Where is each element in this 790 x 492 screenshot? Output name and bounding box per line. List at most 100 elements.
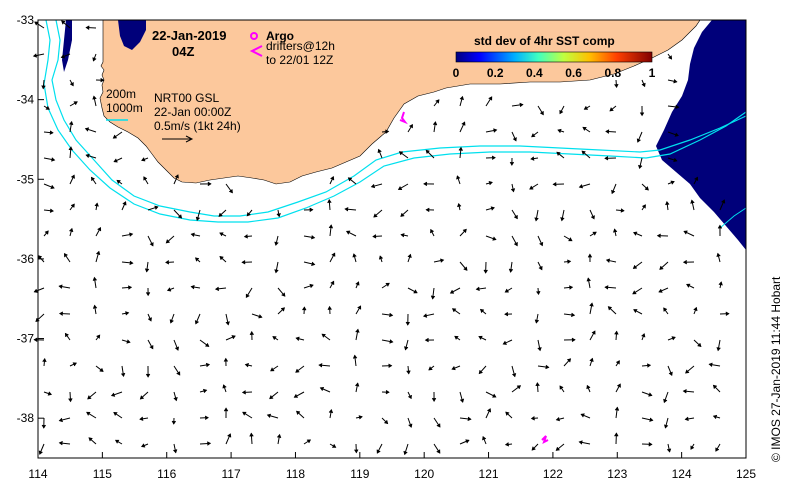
drifter-track-1 — [399, 111, 408, 125]
current-arrow — [425, 207, 435, 212]
current-arrow — [381, 339, 394, 344]
y-tick-label: -35 — [17, 172, 35, 186]
current-arrow — [589, 357, 594, 367]
current-arrow — [303, 207, 314, 212]
colorbar-tick-label: 0.8 — [604, 66, 621, 80]
current-arrow — [33, 337, 45, 342]
current-arrow — [563, 285, 574, 290]
sst-patch-northwest — [118, 20, 146, 50]
current-arrow — [581, 150, 591, 159]
current-arrow — [485, 391, 497, 398]
current-arrow — [38, 443, 45, 455]
current-arrow — [199, 415, 209, 420]
current-arrow — [586, 277, 591, 289]
current-arrow — [277, 307, 285, 315]
current-arrow — [632, 287, 643, 295]
current-arrow — [165, 260, 175, 265]
current-arrow — [327, 199, 332, 211]
current-arrow — [87, 391, 97, 400]
current-arrow — [272, 336, 279, 341]
current-arrow — [321, 333, 331, 341]
current-arrow — [404, 339, 409, 351]
current-arrow — [578, 183, 591, 189]
current-arrow — [605, 258, 617, 263]
current-arrow — [296, 410, 305, 419]
current-arrow — [459, 261, 468, 271]
current-arrow — [69, 120, 74, 133]
current-arrow — [667, 180, 675, 185]
current-arrow — [403, 443, 409, 456]
current-arrow — [529, 183, 539, 190]
current-arrow — [329, 176, 335, 185]
current-arrow — [607, 306, 617, 315]
current-arrow — [530, 156, 539, 161]
current-arrow — [537, 235, 544, 247]
current-arrow — [563, 337, 576, 343]
current-arrow — [110, 391, 123, 397]
current-arrow — [121, 339, 131, 344]
current-arrow — [345, 230, 357, 237]
current-arrow — [69, 227, 74, 237]
current-arrow — [683, 230, 695, 237]
scale-arrow-head — [185, 135, 194, 143]
current-arrow — [381, 129, 390, 134]
current-arrow — [32, 53, 45, 58]
current-arrow — [433, 417, 441, 428]
current-arrow — [641, 79, 646, 88]
current-arrow — [424, 337, 435, 343]
current-arrow — [459, 228, 467, 237]
current-arrow — [667, 104, 680, 110]
current-arrow — [173, 209, 183, 219]
current-arrow — [121, 365, 126, 378]
current-arrow — [578, 440, 591, 445]
current-arrow — [656, 233, 669, 238]
current-arrow — [664, 417, 669, 429]
x-tick-label: 117 — [222, 467, 241, 481]
current-arrow — [556, 151, 565, 159]
y-axis: -33 -34 -35 -36 -37 -38 — [17, 13, 44, 425]
current-arrow — [406, 365, 411, 375]
current-arrow — [459, 439, 470, 445]
current-arrow — [34, 21, 45, 29]
current-arrow — [641, 204, 646, 211]
current-arrow — [504, 311, 513, 317]
current-arrow — [485, 128, 498, 133]
current-arrow — [145, 287, 151, 297]
current-arrow — [86, 411, 97, 419]
current-arrow — [219, 255, 227, 263]
current-arrow — [329, 280, 335, 289]
current-arrow — [511, 365, 517, 378]
drifter-legend-icon — [249, 45, 263, 57]
current-arrow — [407, 123, 413, 133]
isobath-1000m — [43, 19, 747, 223]
current-arrow — [685, 365, 695, 374]
current-arrow — [537, 261, 543, 271]
current-arrow — [433, 258, 445, 263]
current-arrow — [147, 205, 159, 211]
current-arrow — [583, 105, 591, 110]
current-arrow — [641, 442, 653, 447]
current-arrow — [504, 442, 513, 447]
colorbar-tick-label: 0.2 — [487, 66, 504, 80]
current-arrow — [667, 131, 679, 137]
x-tick-label: 116 — [157, 467, 176, 481]
current-arrow — [712, 414, 721, 419]
current-arrow — [534, 209, 539, 222]
current-arrow — [246, 209, 253, 217]
current-arrow — [482, 436, 487, 445]
current-arrow — [633, 309, 643, 315]
plot-frame — [37, 19, 747, 459]
contour-200-label: 200m — [106, 87, 136, 101]
current-arrow — [614, 406, 620, 419]
current-arrow — [563, 259, 572, 264]
current-arrow — [614, 432, 619, 445]
current-arrow — [144, 261, 150, 273]
current-arrow — [400, 209, 409, 217]
current-arrow — [41, 417, 46, 429]
current-arrow — [716, 339, 721, 352]
current-arrow — [641, 363, 652, 368]
current-arrow — [355, 328, 360, 341]
current-arrow — [370, 183, 383, 189]
current-arrow — [663, 391, 669, 404]
current-arrow — [459, 121, 466, 133]
